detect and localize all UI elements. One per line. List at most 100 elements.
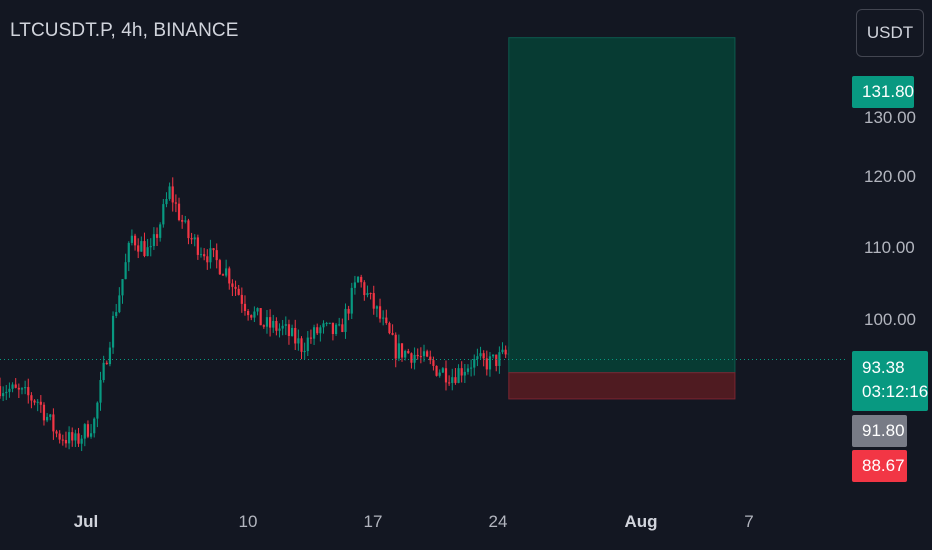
candle-body: [39, 401, 42, 405]
candle-body: [482, 353, 485, 359]
candle-body: [363, 282, 366, 296]
candle-body: [441, 368, 444, 373]
currency-selector-button[interactable]: USDT: [856, 9, 924, 57]
candle-body: [259, 308, 262, 326]
candle-body: [353, 282, 357, 288]
candle-body: [369, 293, 372, 295]
candle-body: [388, 323, 391, 334]
candle-body: [284, 324, 287, 326]
candle-body: [334, 324, 338, 335]
candle-body: [187, 220, 190, 239]
candle-body: [378, 306, 382, 319]
candle-body: [55, 431, 58, 434]
candle-body: [27, 387, 30, 396]
candle-body: [93, 418, 96, 434]
candle-body: [498, 352, 501, 366]
candle-body: [400, 343, 404, 358]
time-axis-label: 17: [363, 512, 383, 531]
candle-body: [8, 388, 11, 392]
candle-body: [394, 334, 397, 359]
candle-countdown: 03:12:16: [862, 382, 929, 401]
candle-body: [278, 328, 281, 331]
candle-body: [24, 387, 27, 389]
candle-body: [325, 322, 328, 324]
candle-body: [30, 395, 33, 401]
candle-body: [83, 424, 86, 439]
candle-body: [121, 279, 124, 296]
candle-body: [155, 234, 159, 238]
candle-body: [253, 311, 256, 318]
candle-body: [448, 382, 451, 384]
candle-body: [470, 367, 473, 369]
candle-body: [143, 241, 146, 257]
candle-body: [466, 368, 470, 372]
price-tick: 100.00: [864, 310, 916, 329]
candle-body: [137, 245, 140, 252]
candle-body: [303, 351, 306, 353]
candle-body: [181, 220, 184, 222]
candle-body: [250, 315, 253, 318]
candle-body: [64, 439, 68, 444]
candle-body: [372, 293, 375, 309]
candle-body: [391, 333, 394, 335]
candle-body: [184, 220, 187, 222]
candle-body: [281, 325, 284, 329]
candle-body: [203, 254, 206, 257]
candle-body: [36, 401, 39, 403]
candle-body: [479, 353, 482, 357]
candle-body: [209, 248, 212, 263]
time-axis-label: 10: [238, 512, 258, 531]
candle-body: [196, 237, 199, 255]
candle-body: [328, 322, 331, 324]
time-axis-label: Aug: [624, 512, 658, 531]
candle-body: [413, 354, 416, 363]
candle-body: [341, 324, 344, 332]
candle-body: [234, 286, 237, 289]
candle-body: [454, 377, 457, 383]
candle-body: [426, 351, 429, 357]
candle-body: [146, 247, 149, 257]
candle-body: [149, 246, 152, 248]
candle-body: [67, 432, 71, 444]
candle-body: [262, 325, 265, 327]
candle-body: [89, 433, 93, 437]
candle-body: [140, 241, 143, 252]
candle-body: [422, 351, 426, 357]
candle-body: [294, 327, 297, 344]
candle-body: [130, 235, 134, 243]
time-axis-label: 7: [744, 512, 754, 531]
candle-body: [58, 433, 61, 440]
candle-body: [247, 311, 250, 316]
candle-body: [356, 276, 360, 283]
candle-body: [309, 337, 313, 339]
candle-body: [99, 380, 102, 403]
candle-body: [344, 308, 347, 332]
candle-body: [300, 338, 303, 352]
candle-body: [215, 250, 218, 261]
candle-body: [404, 350, 407, 358]
candle-body: [463, 371, 466, 376]
candle-body: [360, 276, 363, 283]
candle-body: [375, 306, 378, 309]
candle-body: [429, 356, 432, 361]
long-position-target-zone[interactable]: [508, 37, 736, 374]
candle-body: [127, 242, 130, 263]
candle-body: [74, 433, 77, 441]
time-axis-label: Jul: [73, 512, 99, 531]
candle-body: [382, 317, 385, 319]
candle-body: [451, 377, 454, 383]
long-position-stop-zone[interactable]: [508, 372, 736, 400]
candle-body: [5, 391, 8, 394]
price-tick: 110.00: [864, 238, 915, 257]
candle-body: [159, 224, 162, 238]
candle-body: [419, 356, 422, 358]
candlestick-series: [0, 177, 520, 452]
candle-body: [52, 414, 55, 432]
candle-body: [473, 359, 476, 368]
candle-body: [275, 321, 278, 331]
candle-body: [410, 353, 413, 363]
last-price-value: 93.38: [862, 358, 905, 377]
candle-body: [108, 347, 112, 365]
candle-body: [435, 365, 438, 376]
